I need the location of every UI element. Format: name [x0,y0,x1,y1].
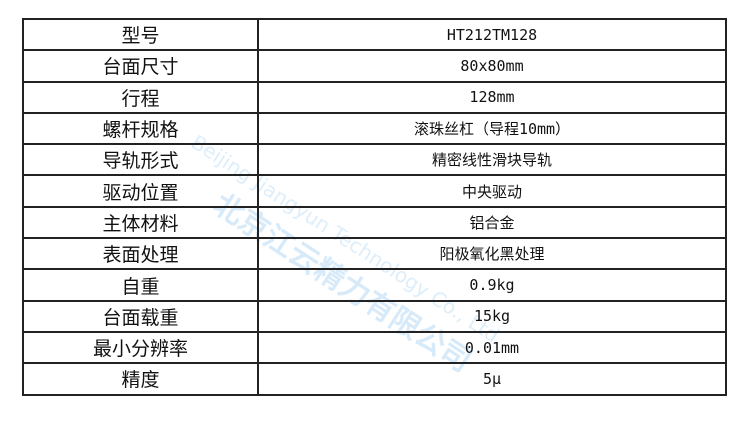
spec-value: 0.01mm [257,330,727,365]
spec-label: 导轨形式 [22,143,259,177]
table-row: 台面尺寸 80x80mm [22,49,727,83]
spec-label: 台面尺寸 [22,49,259,83]
table-row: 精度 5μ [22,362,727,396]
table-row: 最小分辨率 0.01mm [22,330,727,365]
spec-label: 台面载重 [22,299,259,333]
spec-table: 型号 HT212TM128 台面尺寸 80x80mm 行程 128mm 螺杆规格 滚珠丝杠（导… [22,17,727,396]
table-row: 主体材料 铝合金 [22,205,727,240]
table-row: 自重 0.9kg [22,268,727,302]
table-row: 驱动位置 中央驱动 [22,174,727,208]
spec-label: 精度 [22,362,259,396]
spec-value: 中央驱动 [257,174,727,208]
spec-value: HT212TM128 [257,17,727,52]
spec-value: 阳极氧化黑处理 [257,237,727,271]
table-row: 台面载重 15kg [22,299,727,333]
spec-label: 自重 [22,268,259,302]
spec-value: 0.9kg [257,268,727,302]
spec-value: 80x80mm [257,49,727,83]
spec-label: 表面处理 [22,237,259,271]
spec-value: 滚珠丝杠（导程10mm） [257,111,727,146]
spec-value: 铝合金 [257,205,727,240]
spec-label: 驱动位置 [22,174,259,208]
spec-value: 15kg [257,299,727,333]
spec-label: 行程 [22,80,259,114]
table-row: 表面处理 阳极氧化黑处理 [22,237,727,271]
spec-value: 5μ [257,362,727,396]
table-row: 螺杆规格 滚珠丝杠（导程10mm） [22,111,727,146]
spec-label: 最小分辨率 [22,330,259,365]
spec-value: 精密线性滑块导轨 [257,143,727,177]
table-row: 行程 128mm [22,80,727,114]
spec-label: 型号 [22,17,259,52]
spec-label: 螺杆规格 [22,111,259,146]
table-row: 导轨形式 精密线性滑块导轨 [22,143,727,177]
spec-value: 128mm [257,80,727,114]
spec-label: 主体材料 [22,205,259,240]
table-row: 型号 HT212TM128 [22,17,727,52]
